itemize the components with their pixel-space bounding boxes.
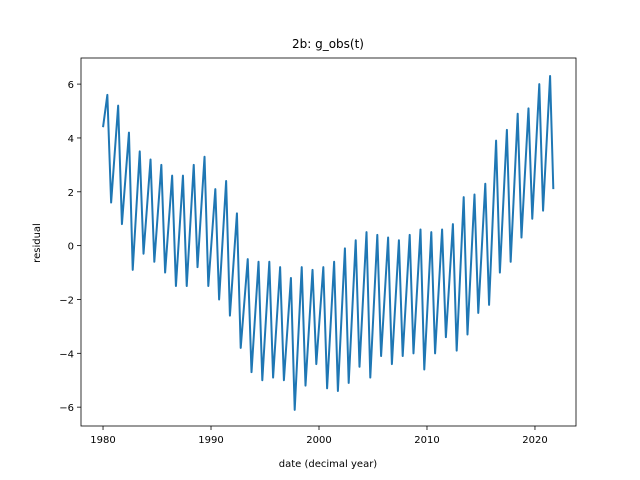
x-tick-label: 1980 [90,435,115,446]
y-tick-label: 6 [68,80,74,91]
y-tick-label: 4 [68,134,74,145]
plot-frame [80,57,577,427]
y-tick-label: 2 [68,188,74,199]
y-axis-label: residual [32,223,43,263]
x-tick-label: 2020 [522,435,547,446]
line-series [102,75,555,411]
x-tick-label: 2010 [414,435,439,446]
y-tick-label: −2 [59,295,74,306]
x-axis-label: date (decimal year) [279,459,378,470]
x-tick-label: 1990 [198,435,223,446]
y-tick-label: 0 [68,242,74,253]
y-tick-label: −4 [59,349,74,360]
x-tick-label: 2000 [306,435,331,446]
y-tick-label: −6 [59,403,74,414]
chart-title: 2b: g_obs(t) [292,37,364,51]
